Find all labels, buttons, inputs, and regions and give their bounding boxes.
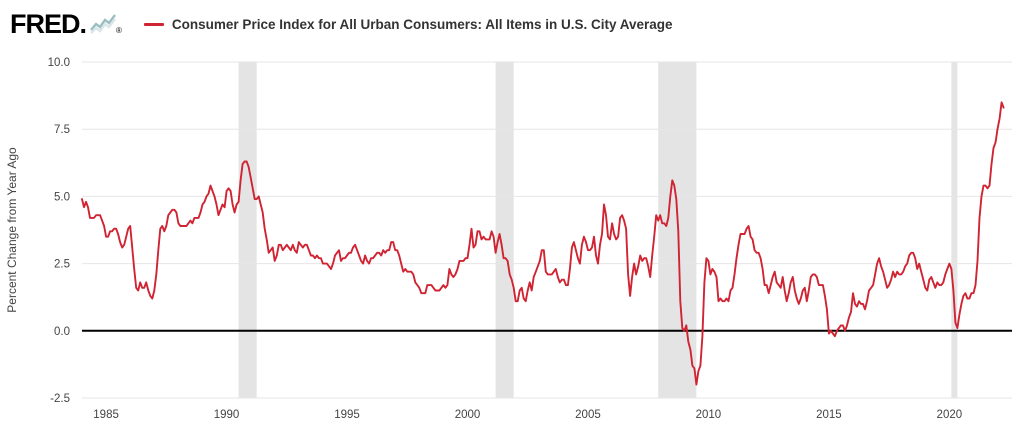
fred-logo[interactable]: FRED . ® [10,10,122,38]
y-tick-labels: -2.5 0.0 2.5 5.0 7.5 10.0 [48,57,70,405]
fred-logo-registered-mark: ® [116,26,122,35]
fred-logo-text: FRED [10,9,80,39]
recession-bands [238,62,958,398]
svg-text:0.0: 0.0 [54,326,70,338]
svg-text:2005: 2005 [575,409,601,421]
y-gridlines [82,61,1012,399]
svg-text:10.0: 10.0 [48,57,70,69]
svg-text:1990: 1990 [214,409,240,421]
svg-text:7.5: 7.5 [54,124,70,136]
svg-text:1995: 1995 [334,409,360,421]
fred-logo-sparkline-icon [90,14,116,34]
chart-legend: Consumer Price Index for All Urban Consu… [143,16,673,32]
series-title[interactable]: Consumer Price Index for All Urban Consu… [171,16,673,32]
fred-logo-dot: . [79,9,88,39]
cpi-series-line[interactable] [81,101,1005,386]
cpi-line-chart[interactable]: -2.5 0.0 2.5 5.0 7.5 10.0 1985 1990 1995 2000 2005… [0,48,1024,427]
svg-text:2.5: 2.5 [54,259,70,271]
y-axis-label: Percent Change from Year Ago [5,147,19,313]
svg-text:2015: 2015 [816,409,842,421]
series-color-swatch [143,22,164,26]
x-tick-labels: 1985 1990 1995 2000 2005 2010 2015 2020 [93,409,962,421]
svg-text:2020: 2020 [937,409,963,421]
chart-header: FRED . ® Consumer Price Index for All Ur… [0,0,1024,48]
svg-text:1985: 1985 [93,409,119,421]
svg-text:2000: 2000 [455,409,481,421]
svg-text:5.0: 5.0 [54,191,70,203]
svg-text:2010: 2010 [696,409,722,421]
svg-text:-2.5: -2.5 [50,393,70,405]
